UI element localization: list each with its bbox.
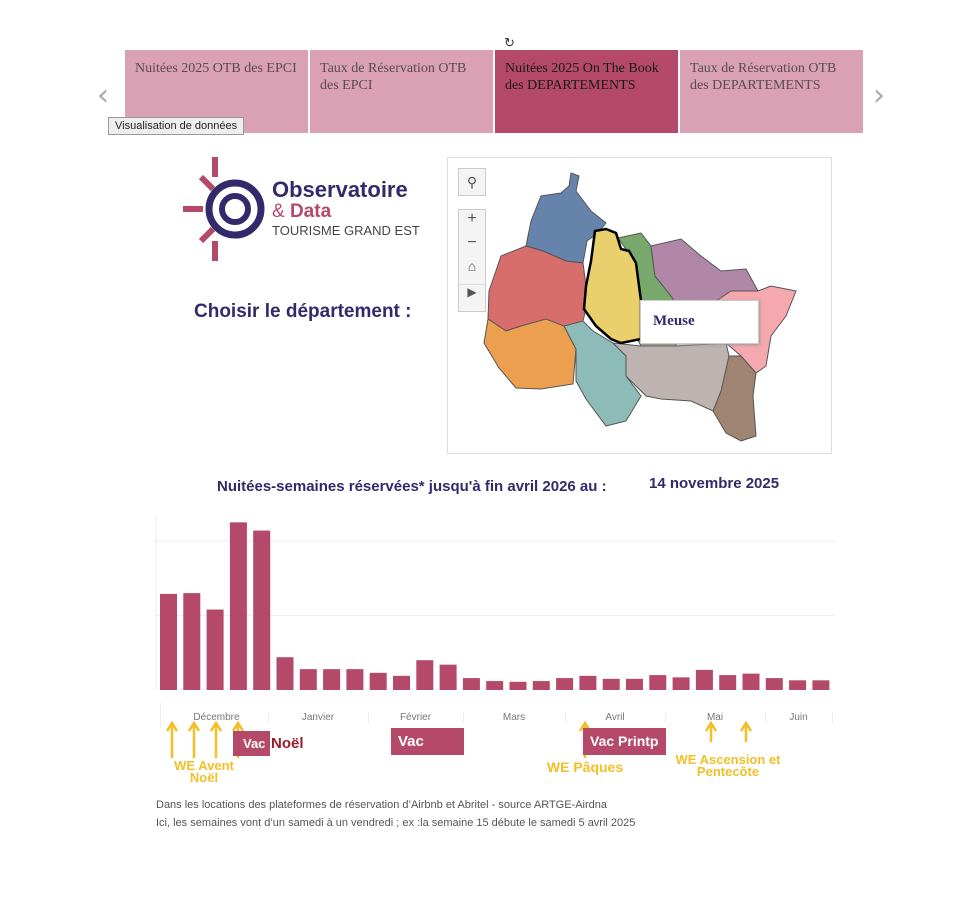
bar[interactable]: [323, 669, 341, 690]
annotation-noel: Noël: [271, 735, 304, 752]
tab-taux-epci[interactable]: Taux de Réservation OTB des EPCI: [310, 50, 493, 133]
bar[interactable]: [649, 675, 667, 690]
zoom-out-icon[interactable]: −: [467, 234, 477, 251]
chevron-right-icon[interactable]: ›: [873, 78, 885, 113]
tab-nuitees-departements[interactable]: Nuitées 2025 On The Book des DEPARTEMENT…: [495, 50, 678, 133]
play-icon[interactable]: ▶: [459, 284, 485, 309]
home-icon[interactable]: ⌂: [467, 258, 477, 274]
map-vosges[interactable]: [611, 342, 730, 412]
bar[interactable]: [812, 680, 830, 690]
tab-taux-departements[interactable]: Taux de Réservation OTB des DEPARTEMENTS: [680, 50, 863, 133]
map-controls: + − ⌂ ▶: [458, 209, 486, 312]
bar[interactable]: [206, 609, 224, 690]
bar[interactable]: [672, 677, 690, 690]
bar[interactable]: [626, 678, 643, 690]
month-label: Mars: [463, 712, 566, 723]
logo-ampersand: &: [272, 201, 290, 222]
bar[interactable]: [486, 681, 504, 690]
chevron-left-icon[interactable]: ‹: [97, 78, 109, 113]
bar[interactable]: [393, 675, 410, 690]
refresh-icon[interactable]: ↻: [504, 35, 515, 50]
map-tooltip: Meuse: [640, 300, 759, 344]
chart-date: 14 novembre 2025: [649, 475, 780, 492]
bar[interactable]: [719, 675, 737, 690]
bar[interactable]: [765, 678, 783, 690]
month-label: Décembre: [165, 712, 269, 723]
bar[interactable]: [276, 657, 294, 690]
map-aube[interactable]: [483, 318, 577, 390]
department-selector-label: Choisir le département :: [194, 301, 412, 322]
arrow-up-icon: [165, 721, 179, 758]
annotation-we-ascension: WE Ascension et Pentecôte: [675, 752, 781, 779]
annotation-vac-neige: Vac Neige: [391, 728, 464, 777]
arrow-up-icon: [704, 721, 718, 742]
bar[interactable]: [183, 593, 201, 690]
bar[interactable]: [509, 681, 527, 690]
logo: Observatoire & Data TOURISME GRAND EST: [183, 157, 423, 262]
bar[interactable]: [253, 530, 271, 690]
search-icon[interactable]: ⚲: [458, 168, 486, 196]
logo-mark-icon: [183, 157, 265, 261]
annotation-we-paques: WE Pâques: [546, 759, 624, 775]
bar[interactable]: [532, 681, 550, 690]
annotation-vac-printemps: Vac Printp: [583, 728, 666, 755]
map-haute-marne[interactable]: [563, 320, 642, 427]
footnote-source: Dans les locations des plateformes de ré…: [156, 799, 608, 811]
bar[interactable]: [346, 669, 364, 690]
chart-title: Nuitées-semaines réservées* jusqu'à fin …: [217, 478, 607, 495]
bar[interactable]: [556, 678, 574, 690]
month-label: Mai: [665, 712, 766, 723]
bar[interactable]: [229, 522, 247, 690]
footnote-weeks: Ici, les semaines vont d’un samedi à un …: [156, 817, 636, 829]
bar[interactable]: [160, 593, 177, 690]
month-label: Avril: [565, 712, 666, 723]
zoom-in-icon[interactable]: +: [467, 210, 477, 227]
logo-line2: Data: [289, 201, 332, 222]
tooltip: Visualisation de données: [108, 117, 245, 135]
department-map[interactable]: ⚲ + − ⌂ ▶ Meuse: [447, 157, 832, 454]
annotation-we-avent: WE Avent Noël: [174, 758, 234, 785]
month-label: Février: [368, 712, 464, 723]
logo-line1: Observatoire: [272, 177, 408, 202]
arrow-up-icon: [739, 721, 753, 742]
bar[interactable]: [789, 680, 807, 690]
vac-label: Vac: [243, 736, 266, 751]
bar[interactable]: [369, 672, 387, 690]
month-label: Janvier: [268, 712, 369, 723]
bar[interactable]: [579, 675, 597, 690]
arrow-up-icon: [187, 721, 201, 758]
bar[interactable]: [462, 678, 480, 690]
arrow-up-icon: [209, 721, 223, 758]
bar[interactable]: [416, 660, 434, 690]
month-label: Juin: [765, 712, 833, 723]
bar-chart: [155, 515, 835, 690]
map-meuse[interactable]: [582, 227, 643, 345]
bar[interactable]: [695, 669, 713, 690]
logo-line3: TOURISME GRAND EST: [272, 223, 420, 238]
month-axis: [160, 703, 833, 728]
annotation-vac-noel: Vac: [233, 731, 270, 756]
map-tooltip-text: Meuse: [653, 313, 695, 329]
bar[interactable]: [742, 673, 760, 690]
bar[interactable]: [439, 664, 457, 690]
bar[interactable]: [602, 678, 620, 690]
bar[interactable]: [299, 669, 317, 690]
